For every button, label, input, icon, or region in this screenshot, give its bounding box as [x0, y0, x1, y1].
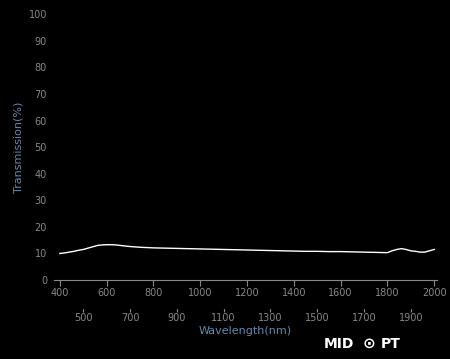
Y-axis label: Transmission(%): Transmission(%) [13, 102, 23, 193]
Text: MID: MID [324, 337, 355, 351]
Text: PT: PT [380, 337, 400, 351]
Text: ⊙: ⊙ [363, 336, 375, 351]
X-axis label: Wavelength(nm): Wavelength(nm) [199, 326, 292, 336]
